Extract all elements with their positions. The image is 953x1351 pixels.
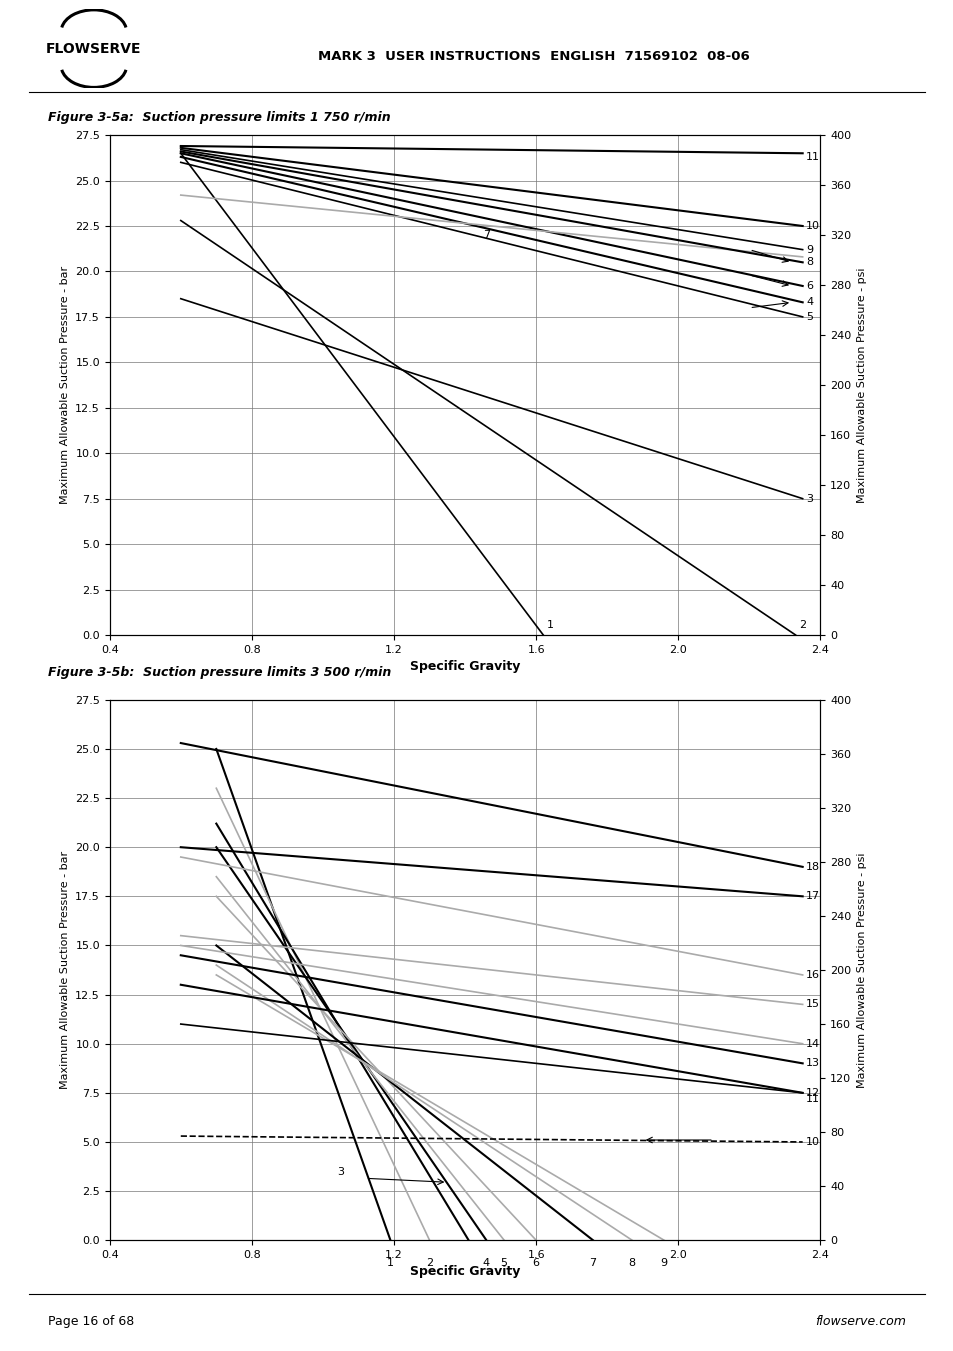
- Text: Figure 3-5a:  Suction pressure limits 1 750 r/min: Figure 3-5a: Suction pressure limits 1 7…: [48, 111, 390, 124]
- Text: 12: 12: [805, 1088, 820, 1098]
- Text: 7: 7: [589, 1258, 596, 1267]
- Text: 14: 14: [805, 1039, 820, 1048]
- Text: 3: 3: [336, 1167, 344, 1177]
- X-axis label: Specific Gravity: Specific Gravity: [410, 1266, 519, 1278]
- Y-axis label: Maximum Allowable Suction Pressure - bar: Maximum Allowable Suction Pressure - bar: [59, 851, 70, 1089]
- Text: 5: 5: [805, 312, 812, 322]
- Text: 10: 10: [805, 1138, 820, 1147]
- Text: 10: 10: [805, 222, 820, 231]
- Text: 11: 11: [805, 1094, 820, 1104]
- Text: 9: 9: [805, 245, 813, 254]
- Text: 2: 2: [799, 620, 805, 630]
- Text: 11: 11: [805, 151, 820, 162]
- Text: FLOWSERVE: FLOWSERVE: [46, 42, 141, 55]
- Text: 8: 8: [805, 257, 813, 267]
- Text: 8: 8: [628, 1258, 635, 1267]
- Text: 15: 15: [805, 1000, 820, 1009]
- Text: 2: 2: [426, 1258, 433, 1267]
- Text: 4: 4: [482, 1258, 490, 1267]
- Text: MARK 3  USER INSTRUCTIONS  ENGLISH  71569102  08-06: MARK 3 USER INSTRUCTIONS ENGLISH 7156910…: [318, 50, 749, 63]
- X-axis label: Specific Gravity: Specific Gravity: [410, 661, 519, 673]
- Y-axis label: Maximum Allowable Suction Pressure - psi: Maximum Allowable Suction Pressure - psi: [856, 852, 866, 1088]
- Text: 3: 3: [805, 493, 812, 504]
- Text: flowserve.com: flowserve.com: [815, 1315, 905, 1328]
- Text: 6: 6: [805, 281, 812, 290]
- Text: 16: 16: [805, 970, 820, 979]
- Text: 18: 18: [805, 862, 820, 871]
- Y-axis label: Maximum Allowable Suction Pressure - psi: Maximum Allowable Suction Pressure - psi: [856, 267, 866, 503]
- Text: 7: 7: [482, 230, 490, 240]
- Text: 1: 1: [546, 620, 554, 630]
- Text: 6: 6: [532, 1258, 539, 1267]
- Text: Page 16 of 68: Page 16 of 68: [48, 1315, 133, 1328]
- Text: Figure 3-5b:  Suction pressure limits 3 500 r/min: Figure 3-5b: Suction pressure limits 3 5…: [48, 666, 391, 680]
- Text: 4: 4: [805, 297, 813, 307]
- Text: 1: 1: [387, 1258, 394, 1267]
- Text: 17: 17: [805, 892, 820, 901]
- Text: 9: 9: [659, 1258, 667, 1267]
- Text: 5: 5: [500, 1258, 507, 1267]
- Y-axis label: Maximum Allowable Suction Pressure - bar: Maximum Allowable Suction Pressure - bar: [59, 266, 70, 504]
- Text: 13: 13: [805, 1058, 820, 1069]
